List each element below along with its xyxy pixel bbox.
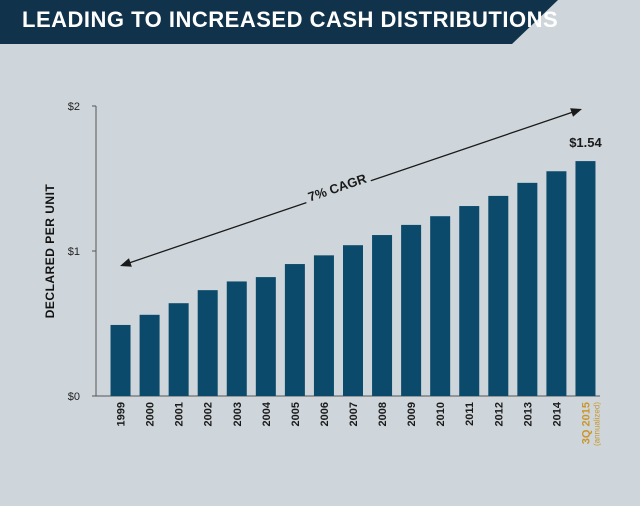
x-tick-label: 1999: [116, 402, 128, 426]
bar: [226, 281, 247, 396]
bar: [139, 314, 160, 396]
bar: [459, 206, 480, 396]
bar: [372, 235, 393, 396]
x-tick-label: 2011: [464, 402, 476, 426]
header-background: [0, 0, 558, 44]
x-tick-label: 2005: [290, 402, 302, 426]
bar: [401, 224, 422, 396]
bar: [255, 277, 276, 396]
bar: [488, 195, 509, 396]
x-tick-label: 2004: [261, 401, 273, 426]
x-tick-label: 2012: [493, 402, 505, 426]
labels: 1999 2000 2001 2002 2003 2004 2005 2006 2007 2008…: [116, 108, 602, 446]
x-tick-note: (annualized): [592, 402, 601, 446]
bars: [110, 161, 596, 396]
bar: [168, 303, 189, 396]
bar: [313, 255, 334, 396]
x-tick-label: 2003: [232, 402, 244, 426]
x-tick-label: 2008: [377, 402, 389, 426]
x-tick-label: 2000: [145, 402, 157, 426]
bar: [343, 245, 363, 396]
x-tick-label: 2002: [203, 402, 215, 426]
y-tick-label: $2: [68, 101, 80, 113]
cagr-label-bg: [302, 168, 372, 206]
x-tick-label: 2009: [406, 402, 418, 426]
chart-title: LEADING TO INCREASED CASH DISTRIBUTIONS: [22, 7, 559, 32]
x-tick-label: 2006: [319, 402, 331, 426]
bar: [197, 290, 218, 396]
x-tick-label: 3Q 2015: [580, 402, 592, 444]
bar: [575, 161, 596, 396]
x-tick-label: 2001: [174, 402, 186, 426]
data-label: $1.54: [569, 135, 602, 150]
bar: [546, 171, 567, 396]
y-tick-label: $1: [68, 246, 80, 258]
bar: [284, 264, 305, 396]
x-tick-label: 2013: [522, 402, 534, 426]
bar: [430, 216, 451, 396]
header-banner: LEADING TO INCREASED CASH DISTRIBUTIONS: [0, 0, 640, 44]
x-tick-label: 2014: [551, 401, 563, 426]
arrowhead-left: [120, 258, 132, 267]
y-tick-label: $0: [68, 391, 80, 403]
bar: [517, 182, 538, 396]
y-axis-label: DECLARED PER UNIT: [43, 184, 57, 319]
cagr-annotation: 7% CAGR: [306, 171, 369, 205]
x-tick-label: 2010: [435, 402, 447, 426]
arrowhead-right: [570, 108, 582, 117]
bar: [110, 324, 131, 396]
x-tick-label: 2007: [348, 402, 360, 426]
